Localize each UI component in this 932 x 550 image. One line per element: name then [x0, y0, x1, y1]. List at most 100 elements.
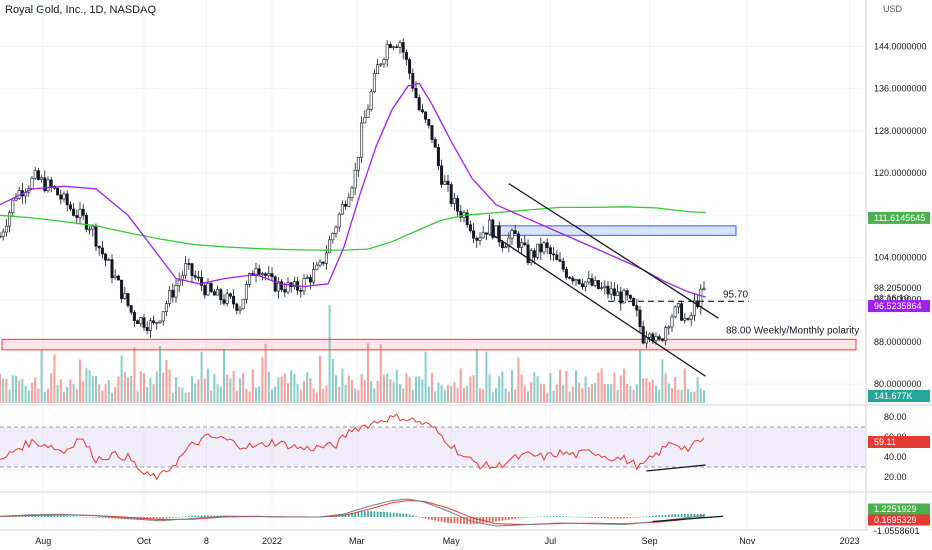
candle-body — [171, 290, 175, 298]
candle-body — [667, 326, 671, 329]
macd-histogram-bar — [668, 514, 670, 517]
candle-body — [4, 225, 8, 233]
time-tick-label: May — [443, 536, 461, 546]
macd-histogram-bar — [175, 517, 177, 518]
volume-bar — [15, 375, 17, 403]
volume-bar — [69, 379, 72, 403]
candle-body — [600, 287, 604, 289]
macd-histogram-bar — [604, 517, 606, 519]
volume-bar — [258, 386, 261, 403]
time-tick-label: Mar — [349, 536, 365, 546]
volume-bar — [139, 371, 142, 403]
candle-body — [184, 263, 188, 276]
candle-body — [577, 279, 581, 285]
volume-bar — [658, 390, 661, 403]
volume-bar — [642, 378, 645, 403]
volume-bar — [674, 376, 677, 403]
volume-bar — [383, 375, 385, 403]
macd-histogram-bar — [652, 515, 654, 517]
volume-bar — [306, 372, 309, 403]
volume-bar — [504, 388, 507, 403]
candle-body — [616, 291, 620, 296]
volume-bar — [440, 385, 443, 403]
volume-bar — [24, 385, 27, 403]
volume-bar — [328, 305, 331, 403]
volume-bar — [117, 376, 120, 403]
rsi-band — [0, 427, 866, 467]
candle-body — [446, 180, 450, 185]
candle-body — [628, 294, 632, 299]
macd-histogram-bar — [508, 517, 510, 520]
volume-bar — [517, 357, 520, 403]
candle-body — [379, 63, 383, 66]
macd-histogram-bar — [168, 517, 171, 519]
macd-histogram-bar — [56, 515, 59, 517]
candle-body — [43, 177, 47, 192]
candle-body — [56, 187, 60, 196]
volume-bar — [271, 389, 273, 403]
macd-histogram-bar — [204, 515, 206, 517]
macd-histogram-bar — [376, 511, 379, 517]
candle-body — [520, 242, 524, 248]
volume-bar — [226, 374, 229, 403]
volume-bar — [632, 389, 635, 403]
candle-body — [366, 108, 370, 118]
volume-bar — [88, 370, 91, 403]
candle-body — [212, 291, 216, 296]
volume-bar — [661, 359, 664, 403]
candle-body — [120, 279, 124, 299]
volume-bar — [43, 392, 46, 403]
candle-body — [254, 268, 258, 276]
macd-histogram-bar — [31, 515, 33, 517]
candle-body — [484, 232, 488, 235]
time-tick-label: Oct — [137, 536, 152, 546]
volume-bar — [120, 355, 123, 403]
macd-histogram-bar — [581, 517, 584, 518]
macd-histogram-bar — [207, 515, 209, 517]
candle-body — [632, 298, 636, 306]
volume-bar — [175, 377, 177, 403]
macd-pane — [0, 498, 724, 527]
macd-histogram-bar — [450, 517, 452, 524]
volume-bar — [363, 380, 366, 403]
candle-body — [657, 336, 661, 340]
candle-body — [81, 208, 85, 216]
volume-bar — [280, 376, 283, 403]
volume-bar — [312, 388, 315, 403]
price-tick-label: 88.0000000 — [874, 337, 922, 347]
macd-histogram-bar — [172, 517, 174, 518]
volume-bar — [565, 370, 568, 403]
price-tick-label: 136.0000000 — [874, 84, 927, 94]
candle-body — [273, 276, 277, 292]
candle-body — [232, 295, 236, 305]
volume-bar — [379, 344, 382, 403]
macd-histogram-bar — [498, 517, 500, 522]
macd-histogram-bar — [53, 515, 56, 517]
polarity-label: 88.00 Weekly/Monthly polarity — [726, 325, 859, 336]
volume-bar — [613, 372, 616, 403]
volume-bar — [546, 392, 549, 403]
macd-histogram-bar — [597, 517, 600, 519]
macd-histogram-bar — [418, 517, 420, 518]
volume-bar — [59, 379, 62, 403]
time-tick-label: 2023 — [840, 536, 860, 546]
volume-bar — [690, 392, 693, 403]
volume-bar — [469, 376, 472, 403]
candle-body — [324, 252, 328, 264]
volume-bar — [392, 381, 395, 403]
candle-body — [264, 273, 268, 276]
candle-body — [72, 208, 76, 216]
volume-bar — [418, 376, 421, 403]
macd-histogram-bar — [546, 516, 548, 517]
candle-body — [158, 320, 162, 323]
rsi-tick-label: 40.00 — [884, 452, 907, 462]
macd-histogram-bar — [440, 517, 443, 522]
candle-body — [145, 327, 149, 331]
macd-histogram-bar — [104, 517, 107, 519]
rsi-pane — [0, 413, 866, 481]
candle-body — [129, 305, 133, 313]
time-tick-label: Sep — [642, 536, 658, 546]
candle-body — [664, 327, 668, 341]
price-tick-label: 120.0000000 — [874, 168, 927, 178]
